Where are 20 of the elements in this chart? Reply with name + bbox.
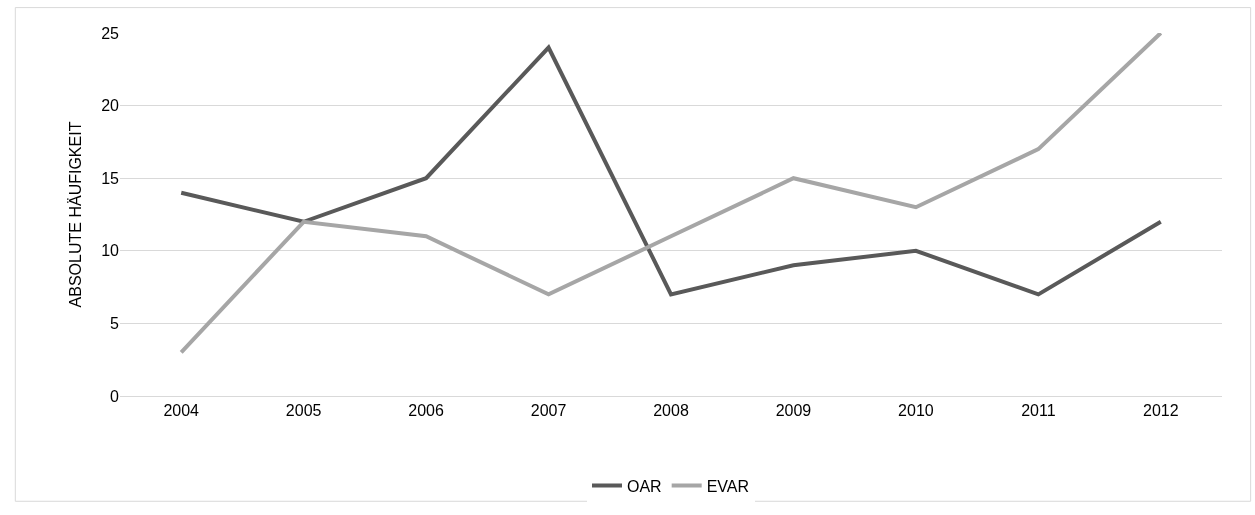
x-tick-label: 2008 bbox=[653, 402, 689, 420]
x-tick-label: 2010 bbox=[898, 402, 934, 420]
x-tick-label: 2009 bbox=[775, 402, 812, 420]
y-tick-label: 0 bbox=[110, 387, 120, 405]
legend-label: OAR bbox=[627, 477, 662, 495]
x-tick-label: 2011 bbox=[1021, 402, 1056, 420]
y-tick-label: 5 bbox=[110, 315, 120, 332]
x-tick-label: 2006 bbox=[408, 402, 445, 420]
x-tick-label: 2012 bbox=[1142, 402, 1179, 420]
y-axis-title: ABSOLUTE HÄUFIGKEIT bbox=[67, 121, 85, 308]
legend-label: EVAR bbox=[706, 477, 750, 495]
y-tick-label: 10 bbox=[101, 242, 120, 260]
x-tick-label: 2005 bbox=[285, 402, 322, 420]
y-tick-label: 15 bbox=[101, 169, 120, 187]
x-tick-label: 2004 bbox=[163, 402, 200, 420]
line-series bbox=[179, 33, 1163, 355]
line-series bbox=[179, 45, 1163, 297]
x-tick-label: 2007 bbox=[530, 402, 567, 420]
y-tick-label: 25 bbox=[101, 24, 120, 42]
y-tick-label: 20 bbox=[101, 97, 120, 115]
